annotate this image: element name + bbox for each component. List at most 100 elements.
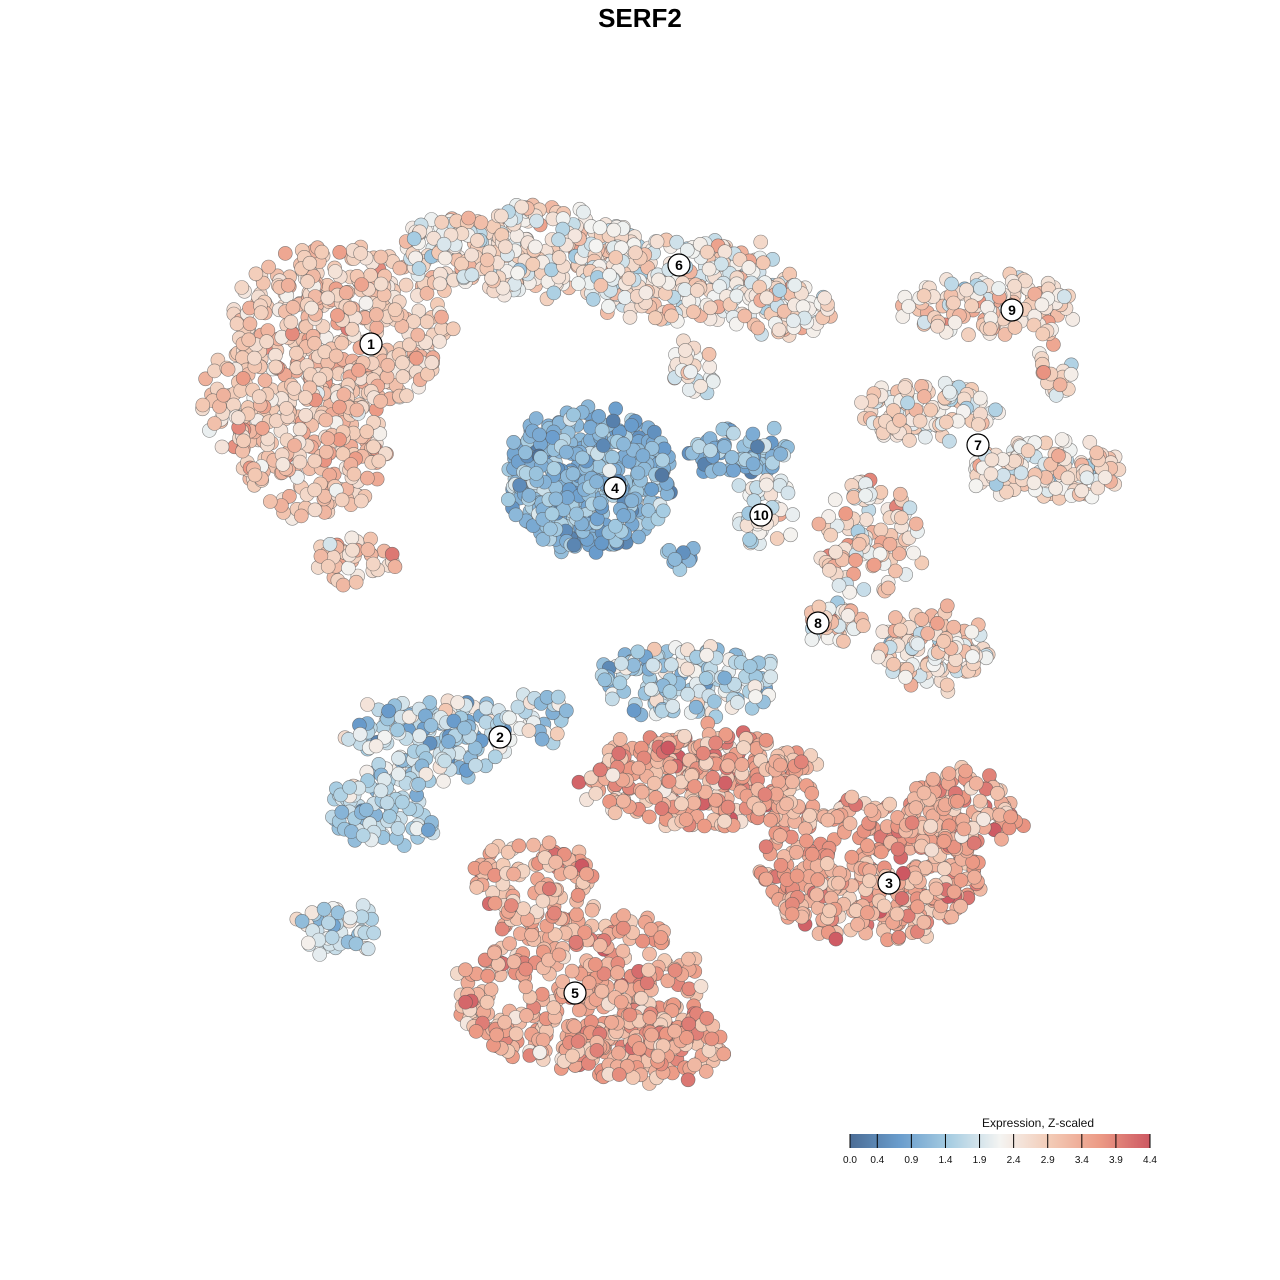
cell-point-cluster-4: [703, 443, 718, 458]
cell-point-cluster-6: [817, 290, 832, 306]
cell-point-cluster-9: [1057, 289, 1072, 305]
cell-point-cluster-7: [983, 466, 999, 482]
cell-point-cluster-1: [234, 280, 250, 295]
cell-point-cluster-3: [850, 917, 865, 932]
cell-point-cluster-2: [342, 910, 358, 926]
cell-point-cluster-2: [360, 941, 376, 957]
cell-point-cluster-6: [432, 276, 448, 292]
cell-point-cluster-1: [346, 466, 362, 482]
cell-point-cluster-6: [525, 256, 541, 272]
cell-point-cluster-9: [1063, 366, 1079, 382]
cell-point-cluster-1: [253, 305, 269, 321]
cell-point-cluster-4: [745, 426, 761, 442]
cell-point-cluster-2: [368, 738, 384, 754]
cell-point-cluster-3: [793, 754, 809, 770]
cell-point-cluster-6: [699, 244, 715, 260]
cluster-label-4: 4: [603, 476, 627, 500]
cell-point-cluster-3: [571, 774, 587, 790]
cell-point-cluster-1: [287, 438, 302, 453]
cell-point-cluster-4: [528, 411, 544, 426]
cell-point-cluster-8: [888, 610, 903, 625]
cell-point-cluster-7: [1060, 470, 1076, 486]
cell-point-cluster-4: [766, 420, 782, 436]
cell-point-cluster-1: [280, 277, 296, 293]
cell-point-cluster-3: [1003, 809, 1018, 825]
cell-point-cluster-4: [566, 407, 581, 423]
cell-point-cluster-4: [565, 466, 581, 482]
cell-point-cluster-5: [497, 1014, 513, 1030]
cell-point-cluster-1: [373, 393, 388, 409]
cell-point-cluster-1: [207, 416, 222, 431]
cell-point-cluster-8: [939, 598, 955, 614]
cell-point-cluster-3: [809, 887, 825, 903]
cell-point-cluster-2: [502, 710, 517, 726]
cell-point-cluster-4: [533, 450, 549, 465]
cell-point-cluster-2: [663, 657, 679, 673]
cell-point-cluster-1: [285, 299, 301, 315]
cell-point-cluster-1: [399, 388, 414, 404]
cell-point-cluster-1: [380, 357, 396, 373]
cluster-label-9: 9: [1000, 298, 1024, 322]
cell-point-cluster-1: [344, 321, 360, 337]
cell-point-cluster-1: [332, 399, 347, 415]
cell-point-cluster-5: [480, 968, 496, 984]
cell-point-cluster-4: [546, 461, 562, 476]
cell-point-cluster-2: [730, 695, 745, 710]
cell-point-cluster-10: [731, 478, 747, 493]
cell-point-cluster-5: [589, 1043, 605, 1058]
cell-point-cluster-8: [848, 552, 863, 568]
cell-point-cluster-1: [262, 494, 278, 509]
cell-point-cluster-6: [702, 359, 718, 375]
cell-point-cluster-7: [1020, 443, 1036, 459]
cell-point-cluster-6: [638, 285, 654, 301]
cell-point-cluster-1: [312, 371, 328, 387]
cell-point-cluster-5: [524, 927, 539, 943]
cell-point-cluster-3: [810, 872, 826, 888]
cell-point-cluster-1: [398, 277, 414, 293]
cell-point-cluster-3: [873, 844, 889, 860]
cell-point-cluster-3: [758, 732, 774, 748]
cell-point-cluster-5: [667, 1023, 683, 1039]
cell-point-cluster-1: [220, 362, 236, 377]
cell-point-cluster-5: [541, 835, 557, 851]
cell-point-cluster-5: [568, 934, 584, 950]
cell-point-cluster-8: [828, 544, 844, 560]
cell-point-cluster-5: [506, 954, 522, 970]
cell-point-cluster-1: [251, 389, 267, 405]
cell-point-cluster-5: [653, 930, 669, 945]
cell-point-cluster-5: [516, 901, 531, 917]
cell-point-cluster-6: [437, 250, 453, 266]
cell-point-cluster-6: [464, 247, 480, 263]
cell-point-cluster-8: [823, 527, 839, 543]
cell-point-cluster-4: [521, 488, 537, 503]
cell-point-cluster-3: [763, 812, 778, 828]
cell-point-cluster-2: [360, 697, 375, 712]
cell-point-cluster-8: [875, 624, 891, 640]
cell-point-cluster-2: [355, 828, 371, 843]
cell-point-cluster-1: [241, 332, 256, 348]
cell-point-cluster-4: [655, 452, 670, 468]
cell-point-cluster-4: [558, 444, 574, 460]
cell-point-cluster-1: [359, 424, 375, 440]
cell-point-cluster-3: [944, 909, 959, 925]
cell-point-cluster-2: [390, 722, 405, 738]
cell-point-cluster-4: [631, 529, 646, 545]
cell-point-cluster-9: [959, 282, 974, 298]
cell-point-cluster-3: [968, 776, 984, 791]
cell-point-cluster-8: [893, 510, 909, 526]
cell-point-cluster-6: [592, 220, 608, 235]
cell-point-cluster-2: [321, 915, 336, 931]
cell-point-cluster-4: [635, 448, 651, 464]
cell-point-cluster-6: [621, 271, 637, 286]
cell-point-cluster-6: [479, 252, 495, 268]
cell-point-cluster-6: [737, 308, 753, 324]
cell-point-cluster-6: [717, 244, 733, 259]
cell-point-cluster-1: [395, 355, 410, 371]
cell-point-cluster-3: [924, 842, 940, 858]
cell-point-cluster-8: [855, 618, 871, 634]
cluster-label-10: 10: [749, 503, 773, 527]
cell-point-cluster-5: [546, 1000, 562, 1016]
cell-point-cluster-3: [956, 821, 972, 837]
cell-point-cluster-5: [534, 986, 550, 1002]
cell-point-cluster-7: [988, 402, 1003, 418]
